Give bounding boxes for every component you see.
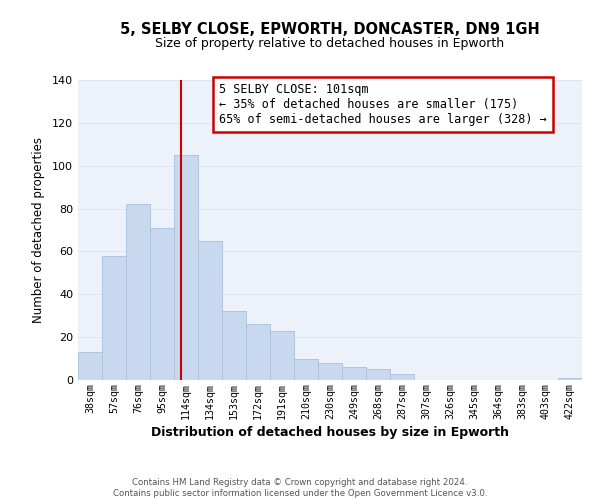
Bar: [366, 370, 390, 380]
Bar: [390, 374, 414, 380]
Y-axis label: Number of detached properties: Number of detached properties: [32, 137, 45, 323]
Bar: [318, 363, 342, 380]
Bar: [294, 358, 318, 380]
X-axis label: Distribution of detached houses by size in Epworth: Distribution of detached houses by size …: [151, 426, 509, 438]
Text: 5, SELBY CLOSE, EPWORTH, DONCASTER, DN9 1GH: 5, SELBY CLOSE, EPWORTH, DONCASTER, DN9 …: [120, 22, 540, 38]
Bar: [126, 204, 150, 380]
Text: Size of property relative to detached houses in Epworth: Size of property relative to detached ho…: [155, 38, 505, 51]
Bar: [270, 330, 294, 380]
Bar: [222, 312, 246, 380]
Bar: [102, 256, 126, 380]
Bar: [174, 155, 198, 380]
Bar: [150, 228, 174, 380]
Text: 5 SELBY CLOSE: 101sqm
← 35% of detached houses are smaller (175)
65% of semi-det: 5 SELBY CLOSE: 101sqm ← 35% of detached …: [219, 83, 547, 126]
Bar: [342, 367, 366, 380]
Bar: [246, 324, 270, 380]
Bar: [78, 352, 102, 380]
Bar: [558, 378, 582, 380]
Text: Contains HM Land Registry data © Crown copyright and database right 2024.
Contai: Contains HM Land Registry data © Crown c…: [113, 478, 487, 498]
Bar: [198, 240, 222, 380]
